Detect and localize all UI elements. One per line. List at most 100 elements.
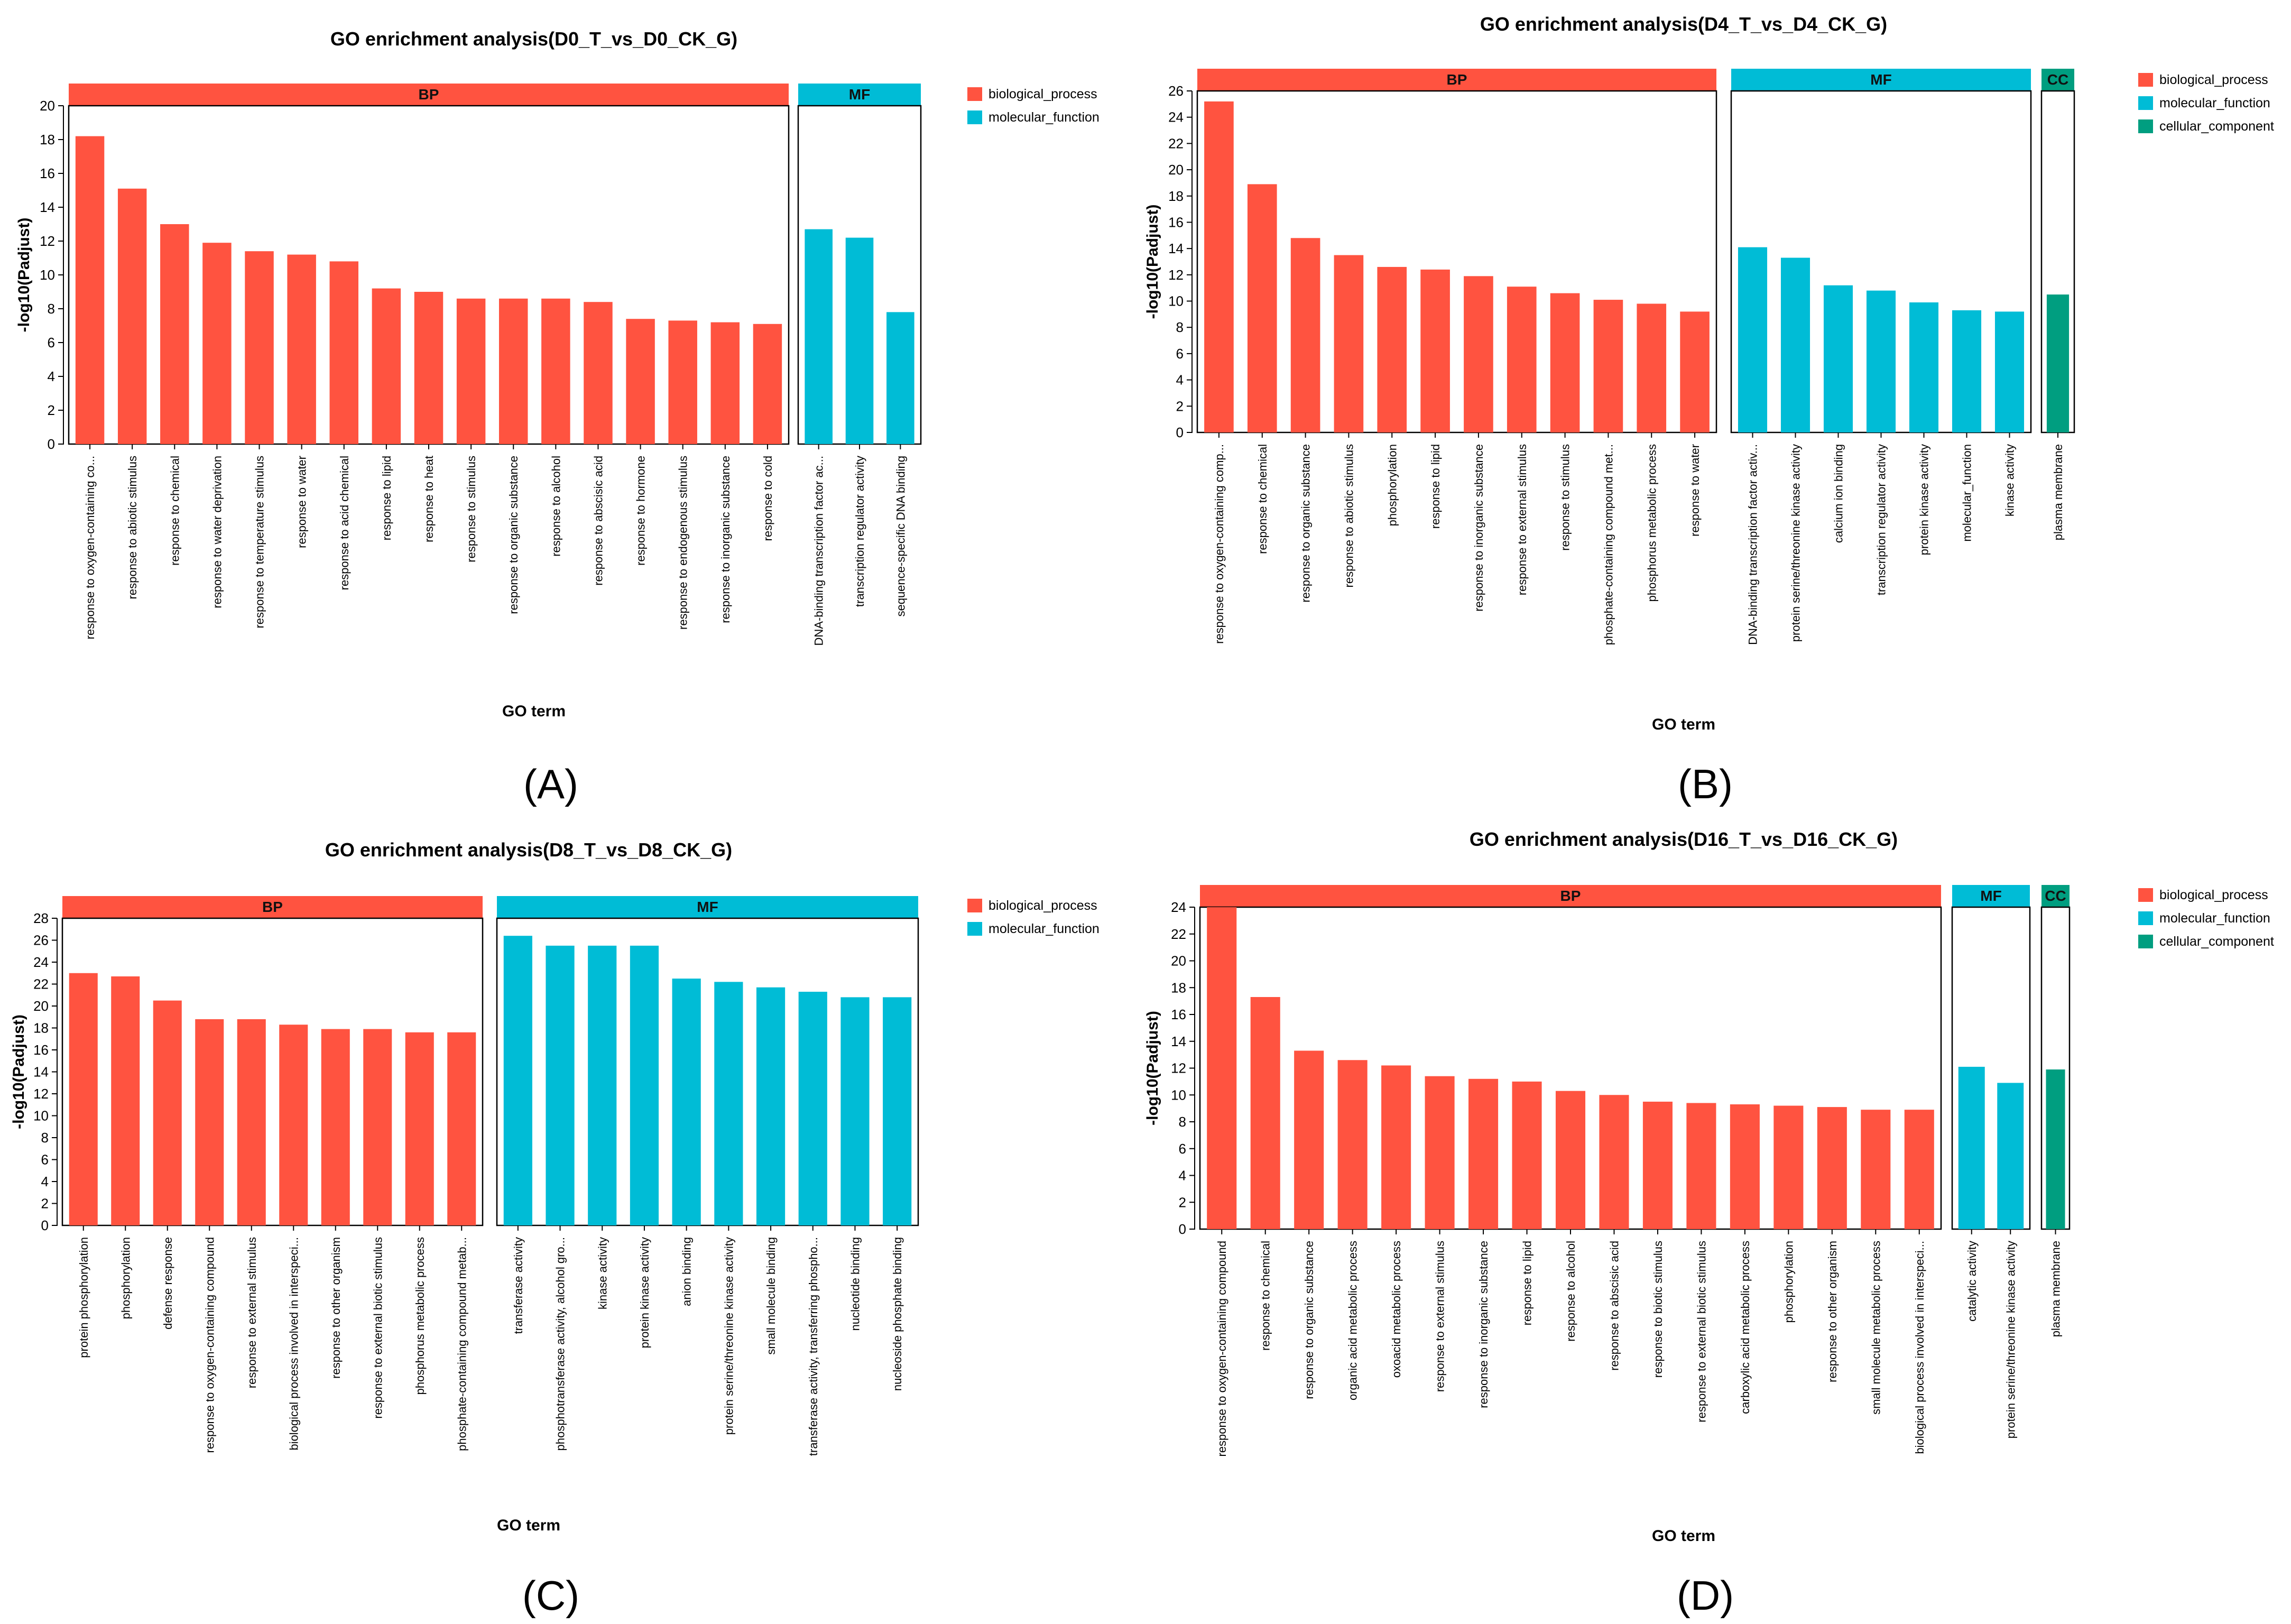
x-category-label: response to cold xyxy=(761,456,774,541)
y-tick-label: 22 xyxy=(1171,926,1186,942)
bar-bp xyxy=(202,243,232,444)
group-header-label: CC xyxy=(2045,888,2066,904)
bar-bp xyxy=(117,188,147,444)
bar-bp xyxy=(372,288,401,444)
y-tick-label: 20 xyxy=(40,98,55,114)
x-category-label: response to other organism xyxy=(329,1237,343,1379)
bar-bp xyxy=(1381,1065,1411,1229)
y-tick-label: 22 xyxy=(1168,135,1184,151)
y-axis-label: -log10(Padjust) xyxy=(10,1014,27,1129)
bar-bp xyxy=(498,298,528,444)
y-tick-label: 8 xyxy=(48,301,55,317)
x-category-label: response to hormone xyxy=(634,456,648,566)
bar-bp xyxy=(1464,276,1493,432)
legend-swatch-bp xyxy=(967,87,982,101)
bar-bp xyxy=(1337,1060,1368,1229)
x-category-label: response to external biotic stimulus xyxy=(371,1237,384,1419)
legend-label: biological_process xyxy=(989,898,1097,913)
bar-bp xyxy=(1294,1050,1324,1229)
x-category-label: response to chemical xyxy=(1259,1241,1272,1351)
y-tick-label: 16 xyxy=(33,1042,49,1058)
x-category-label: protein serine/threonine kinase activity xyxy=(722,1237,735,1435)
y-tick-label: 16 xyxy=(1171,1007,1186,1022)
panel-label: (A) xyxy=(523,761,578,807)
bar-bp xyxy=(237,1019,266,1225)
bar-bp xyxy=(626,319,655,444)
chart-title: GO enrichment analysis(D4_T_vs_D4_CK_G) xyxy=(1480,13,1887,35)
x-axis-label: GO term xyxy=(1652,1527,1715,1545)
x-category-label: defense response xyxy=(161,1237,174,1330)
y-tick-label: 24 xyxy=(1171,899,1186,915)
bar-bp xyxy=(321,1029,350,1225)
x-category-label: response to abscisic acid xyxy=(1608,1241,1621,1371)
panel-label: (C) xyxy=(522,1572,579,1619)
y-tick-label: 10 xyxy=(1168,293,1184,309)
group-header-label: MF xyxy=(1980,888,2001,904)
bar-bp xyxy=(405,1032,434,1225)
x-category-label: anion binding xyxy=(680,1237,694,1306)
legend-label: molecular_function xyxy=(989,110,1100,125)
group-frame xyxy=(1951,906,2031,1230)
x-category-label: response to inorganic substance xyxy=(1477,1241,1490,1408)
x-category-label: nucleoside phosphate binding xyxy=(891,1237,904,1391)
x-category-label: transcription regulator activity xyxy=(1875,444,1888,595)
y-tick-label: 16 xyxy=(40,165,55,181)
bar-bp xyxy=(447,1032,476,1225)
bar-bp xyxy=(363,1029,392,1225)
bar-cc xyxy=(2046,294,2070,432)
y-tick-label: 18 xyxy=(40,132,55,147)
panel-label: (D) xyxy=(1677,1572,1734,1619)
bar-bp xyxy=(195,1019,224,1225)
legend-swatch-cc xyxy=(2138,935,2153,948)
x-category-label: phosphate-containing compound met... xyxy=(1602,444,1615,645)
panel-label: (B) xyxy=(1678,761,1733,807)
group-frame xyxy=(61,917,484,1226)
bar-mf xyxy=(546,945,575,1225)
legend-label: biological_process xyxy=(2159,72,2268,87)
bar-mf xyxy=(1997,1083,2024,1229)
bar-bp xyxy=(1817,1107,1847,1229)
x-category-label: calcium ion binding xyxy=(1832,444,1845,543)
x-category-label: response to oxygen-containing co... xyxy=(84,456,97,639)
y-tick-label: 22 xyxy=(33,976,49,992)
y-axis-label: -log10(Padjust) xyxy=(1144,1011,1161,1125)
y-tick-label: 26 xyxy=(1168,83,1184,99)
x-category-label: response to chemical xyxy=(1256,444,1269,554)
group-header-bp xyxy=(62,896,483,918)
legend-swatch-mf xyxy=(967,110,982,124)
y-tick-label: 8 xyxy=(41,1130,49,1146)
x-category-label: response to oxygen-containing compound xyxy=(203,1237,216,1453)
group-header-mf xyxy=(497,896,918,918)
y-tick-label: 6 xyxy=(1176,346,1184,362)
legend-swatch-bp xyxy=(967,899,982,912)
bar-mf xyxy=(845,237,874,444)
x-category-label: response to water deprivation xyxy=(210,456,224,608)
chart-panel-3: GO enrichment analysis(D8_T_vs_D8_CK_G) 0… xyxy=(10,839,1100,1619)
legend-swatch-cc xyxy=(2138,119,2153,133)
bar-mf xyxy=(1780,257,1810,432)
bar-bp xyxy=(1593,300,1623,432)
group-header-mf xyxy=(1952,885,2030,907)
group-header-cc xyxy=(2041,69,2074,91)
bar-bp xyxy=(456,298,486,444)
legend-label: cellular_component xyxy=(2159,119,2274,134)
x-category-label: DNA-binding transcription factor activ..… xyxy=(1747,444,1760,645)
x-category-label: response to organic substance xyxy=(1299,444,1313,603)
bar-mf xyxy=(805,229,833,444)
group-header-bp xyxy=(69,84,789,106)
x-category-label: sequence-specific DNA binding xyxy=(894,456,907,617)
bar-bp xyxy=(287,254,316,444)
y-tick-label: 10 xyxy=(40,267,55,283)
bar-mf xyxy=(1909,302,1939,432)
bar-bp xyxy=(1555,1091,1586,1229)
x-category-label: protein kinase activity xyxy=(638,1237,651,1348)
y-tick-label: 4 xyxy=(1176,372,1184,388)
x-category-label: response to lipid xyxy=(1429,444,1442,529)
chart-panel-4: GO enrichment analysis(D16_T_vs_D16_CK_G… xyxy=(1144,828,2274,1619)
bar-bp xyxy=(1425,1076,1455,1229)
bar-bp xyxy=(245,251,274,444)
bar-bp xyxy=(1642,1101,1673,1229)
x-category-label: response to inorganic substance xyxy=(719,456,732,623)
bar-mf xyxy=(588,945,617,1225)
y-tick-label: 6 xyxy=(48,335,55,350)
